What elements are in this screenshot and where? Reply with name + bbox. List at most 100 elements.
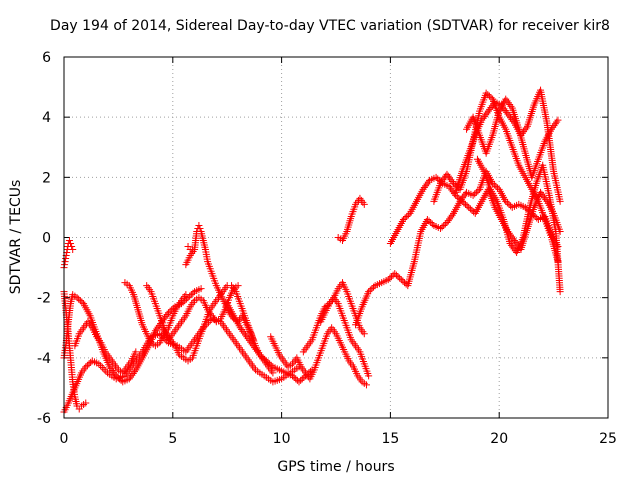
data-point (241, 331, 249, 339)
x-tick-label: 20 (490, 431, 508, 447)
data-point (397, 276, 405, 284)
data-point (295, 378, 303, 386)
data-point (132, 348, 140, 356)
x-tick-label: 25 (599, 431, 617, 447)
data-point (439, 176, 447, 184)
data-point (487, 104, 495, 112)
data-point (249, 342, 257, 350)
series-track-14 (317, 279, 368, 338)
series-track-6 (121, 279, 190, 350)
data-point (196, 224, 204, 232)
data-point (448, 178, 456, 186)
data-point (370, 283, 378, 291)
data-point (549, 123, 557, 131)
data-point (521, 126, 529, 134)
x-axis-title: GPS time / hours (277, 459, 394, 475)
data-point (404, 211, 412, 219)
data-point (115, 375, 123, 383)
data-point (131, 368, 139, 376)
data-point (240, 329, 248, 337)
data-point (483, 109, 491, 117)
data-point (489, 179, 497, 187)
data-point (401, 214, 409, 222)
data-point (368, 285, 376, 293)
data-point (112, 372, 120, 380)
data-point (129, 369, 137, 377)
data-point (360, 330, 368, 338)
data-point (261, 355, 269, 363)
data-point (550, 122, 558, 130)
data-point (153, 325, 161, 333)
data-point (507, 241, 515, 249)
series-track-10 (184, 243, 199, 254)
data-point (510, 245, 518, 253)
data-point (128, 371, 136, 379)
y-tick-label: 6 (42, 50, 51, 66)
data-point (245, 336, 253, 344)
data-point (436, 179, 444, 187)
y-tick-label: -4 (37, 351, 51, 367)
data-point (461, 200, 469, 208)
data-point (365, 288, 373, 296)
data-point (443, 218, 451, 226)
data-point (482, 111, 490, 119)
data-point (472, 188, 480, 196)
data-point (401, 279, 409, 287)
data-point (450, 179, 458, 187)
data-point (440, 221, 448, 229)
data-point (484, 107, 492, 115)
data-point (507, 114, 515, 122)
data-point (508, 116, 516, 124)
data-point (234, 282, 242, 290)
y-tick-label: 4 (42, 110, 51, 126)
data-point (396, 274, 404, 282)
series-track-12 (267, 324, 370, 389)
data-point (443, 170, 451, 178)
data-point (556, 288, 564, 296)
data-point (154, 323, 162, 331)
data-point (457, 196, 465, 204)
data-point (251, 344, 259, 352)
data-point (503, 97, 511, 105)
data-point (87, 358, 95, 366)
data-point (460, 192, 468, 200)
series-track-18 (430, 89, 562, 266)
data-point (504, 99, 512, 107)
data-point (446, 215, 454, 223)
series-track-15 (334, 194, 368, 245)
data-point (444, 217, 452, 225)
data-point (82, 363, 90, 371)
data-point (266, 360, 274, 368)
data-point (85, 360, 93, 368)
data-point (501, 107, 509, 115)
data-point (428, 220, 436, 228)
data-point (106, 363, 114, 371)
data-point (427, 218, 435, 226)
data-point (533, 214, 541, 222)
data-point (366, 286, 374, 294)
data-point (298, 375, 306, 383)
data-point (445, 182, 453, 190)
data-point (453, 193, 461, 201)
data-point (365, 372, 373, 380)
data-point (423, 180, 431, 188)
data-point (554, 116, 562, 124)
data-point (392, 271, 400, 279)
data-point (162, 312, 170, 320)
data-point (502, 197, 510, 205)
data-point (447, 213, 455, 221)
data-point (436, 224, 444, 232)
data-point (386, 274, 394, 282)
data-point (83, 361, 91, 369)
data-point (98, 363, 106, 371)
data-point (248, 340, 256, 348)
data-point (482, 89, 490, 97)
data-point (68, 243, 76, 251)
data-point (182, 291, 190, 299)
data-point (257, 352, 265, 360)
data-point (239, 327, 247, 335)
x-tick-label: 10 (273, 431, 291, 447)
data-point (163, 311, 171, 319)
data-point (238, 326, 246, 334)
data-point (480, 113, 488, 121)
